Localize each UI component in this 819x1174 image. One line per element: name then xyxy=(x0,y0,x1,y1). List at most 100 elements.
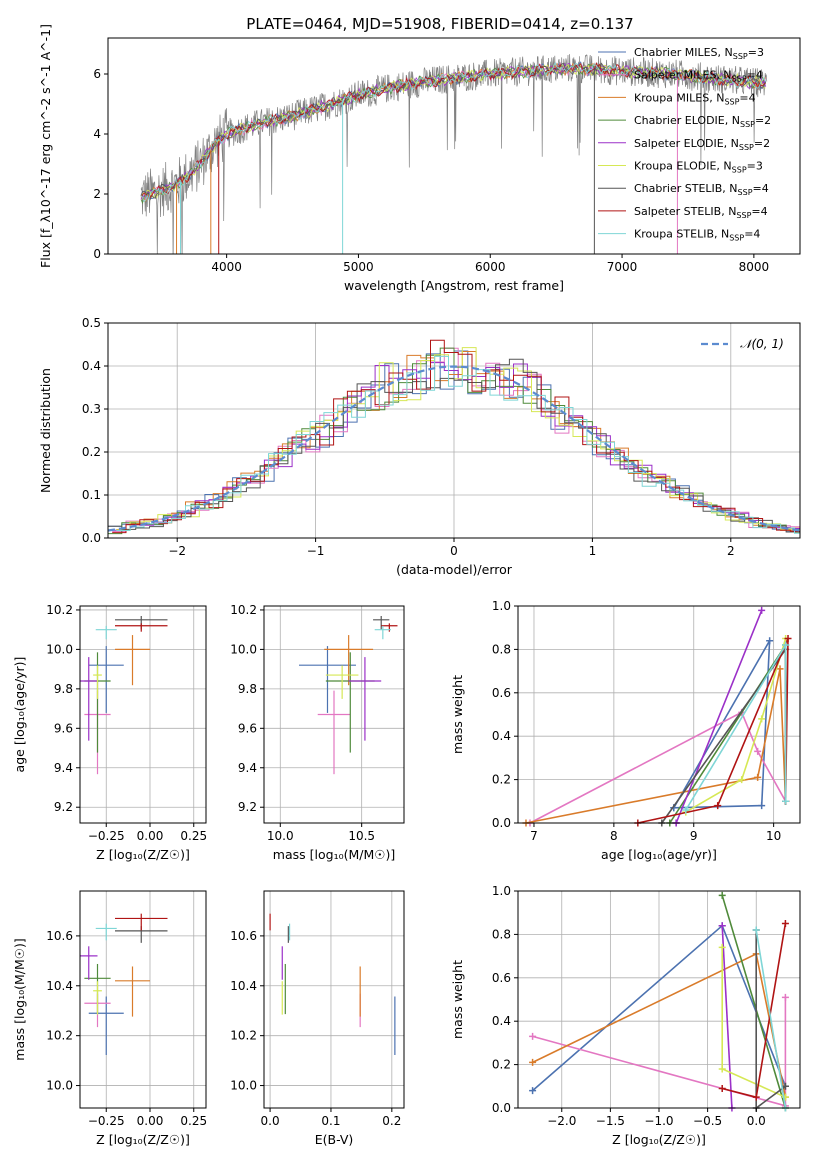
weight-marker xyxy=(758,715,766,723)
y-tick-label: 0.2 xyxy=(82,445,101,459)
weight-marker xyxy=(782,641,790,649)
weight-marker xyxy=(529,1087,537,1095)
weight-marker xyxy=(718,891,726,899)
legend-entry: Salpeter ELODIE, NSSP=2 xyxy=(634,137,770,152)
x-axis-label: (data-model)/error xyxy=(396,562,513,577)
x-tick-label: 0.25 xyxy=(180,1114,207,1128)
weight-marker xyxy=(776,665,784,673)
plot-area xyxy=(80,913,168,1055)
weight-marker xyxy=(718,1084,726,1092)
y-axis-label: age [log₁₀(age/yr)] xyxy=(12,657,27,773)
legend-val: =4 xyxy=(744,228,760,241)
y-axis-label: Flux [f_λ10^-17 erg cm^-2 s^-1 A^-1] xyxy=(38,24,53,268)
legend-val: =3 xyxy=(748,46,764,59)
y-tick-label: 0.2 xyxy=(492,773,511,787)
y-tick-label: 10.0 xyxy=(46,1079,73,1093)
legend-entry: Kroupa MILES, NSSP=4 xyxy=(634,91,756,106)
x-tick-label: 10.5 xyxy=(348,829,375,843)
x-axis-label: E(B-V) xyxy=(315,1132,354,1147)
plot-area xyxy=(108,339,800,535)
weight-marker xyxy=(752,926,760,934)
legend-label: Chabrier MILES, N xyxy=(634,46,733,59)
x-tick-label: −2 xyxy=(168,544,186,558)
y-tick-label: 0.4 xyxy=(82,359,101,373)
histogram-4 xyxy=(112,362,800,531)
y-axis-label: mass weight xyxy=(450,675,465,754)
legend-label: Kroupa STELIB, N xyxy=(634,228,729,241)
x-tick-label: 4000 xyxy=(211,260,242,274)
axes-frame xyxy=(263,890,405,1109)
weight-marker xyxy=(754,747,762,755)
mass-vs-metallicity: −0.25 0.00 0.25 10.0 10.2 10.4 10.6 Z [log₁₀(Z/… xyxy=(12,890,207,1147)
y-tick-label: 1.0 xyxy=(492,884,511,898)
legend-val: =4 xyxy=(747,69,763,82)
legend-sub: SSP xyxy=(733,52,748,61)
legend-sub: SSP xyxy=(732,166,747,175)
plot-area xyxy=(80,615,168,775)
axes-frame xyxy=(79,890,207,1109)
legend-entry: Salpeter MILES, NSSP=4 xyxy=(634,69,763,84)
legend-sub: SSP xyxy=(736,211,751,220)
weight-line-8 xyxy=(685,642,787,811)
weight-marker xyxy=(714,802,722,810)
age-vs-mass: 10.0 10.5 9.2 9.4 9.6 9.8 10.0 10.2 mass [log₁₀(… xyxy=(230,603,405,862)
legend-val: =2 xyxy=(754,137,770,150)
plot-area xyxy=(529,891,789,1112)
y-tick-label: 4 xyxy=(93,127,101,141)
weight-marker xyxy=(752,1093,760,1101)
y-tick-label: 10.2 xyxy=(230,603,257,617)
y-tick-label: 10.2 xyxy=(230,1029,257,1043)
legend-entry: Chabrier MILES, NSSP=3 xyxy=(634,46,764,61)
figure-title: PLATE=0464, MJD=51908, FIBERID=0414, z=0… xyxy=(246,15,633,33)
y-tick-label: 0.5 xyxy=(82,316,101,330)
x-tick-label: −1.5 xyxy=(596,1114,625,1128)
y-tick-label: 1.0 xyxy=(492,599,511,613)
x-tick-label: 0.1 xyxy=(321,1114,340,1128)
y-axis-label: Normed distribution xyxy=(38,368,53,493)
legend-val: =2 xyxy=(755,114,771,127)
legend-label: Kroupa ELODIE, N xyxy=(634,160,732,173)
x-tick-label: 0.00 xyxy=(137,1114,164,1128)
legend-label: Chabrier STELIB, N xyxy=(634,182,738,195)
x-tick-label: 10 xyxy=(766,829,781,843)
mass-vs-extinction: 0.0 0.1 0.2 10.0 10.2 10.4 10.6 E(B-V) xyxy=(230,890,405,1147)
x-tick-label: 2 xyxy=(727,544,735,558)
y-tick-label: 0.6 xyxy=(492,971,511,985)
model-spectrum-6 xyxy=(140,62,767,201)
x-tick-label: 0 xyxy=(450,544,458,558)
weight-marker xyxy=(754,773,762,781)
weight-marker xyxy=(738,776,746,784)
x-tick-label: 7000 xyxy=(607,260,638,274)
x-tick-label: −2.0 xyxy=(547,1114,576,1128)
histogram-7 xyxy=(112,339,800,534)
weight-line-3 xyxy=(721,895,787,1109)
y-tick-label: 0.0 xyxy=(492,1101,511,1115)
y-tick-label: 10.4 xyxy=(230,979,257,993)
legend-sub: SSP xyxy=(740,120,755,129)
legend-sub: SSP xyxy=(724,97,739,106)
mass-weight-vs-age: 7 8 9 10 0.0 0.2 0.4 0.6 0.8 1.0 age [log₁₀(age/yr… xyxy=(450,599,801,862)
legend-entry: Chabrier STELIB, NSSP=4 xyxy=(634,182,769,197)
x-tick-label: 0.0 xyxy=(747,1114,766,1128)
y-tick-label: 0.3 xyxy=(82,402,101,416)
y-tick-label: 0.8 xyxy=(492,642,511,656)
axes-frame xyxy=(517,605,801,824)
y-tick-label: 6 xyxy=(93,67,101,81)
x-tick-label: 0.00 xyxy=(137,829,164,843)
x-tick-label: 1 xyxy=(589,544,597,558)
histogram-5 xyxy=(116,347,800,533)
x-tick-label: −1 xyxy=(307,544,325,558)
y-tick-label: 2 xyxy=(93,187,101,201)
x-tick-label: −0.25 xyxy=(88,829,125,843)
plot-area xyxy=(522,606,792,827)
y-tick-label: 0.6 xyxy=(492,686,511,700)
y-axis-label: mass weight xyxy=(450,960,465,1039)
x-tick-label: 6000 xyxy=(475,260,506,274)
x-tick-label: 0.25 xyxy=(180,829,207,843)
x-tick-label: 0.0 xyxy=(261,1114,280,1128)
y-tick-label: 9.8 xyxy=(238,682,257,696)
weight-marker xyxy=(784,635,792,643)
y-tick-label: 0.1 xyxy=(82,488,101,502)
